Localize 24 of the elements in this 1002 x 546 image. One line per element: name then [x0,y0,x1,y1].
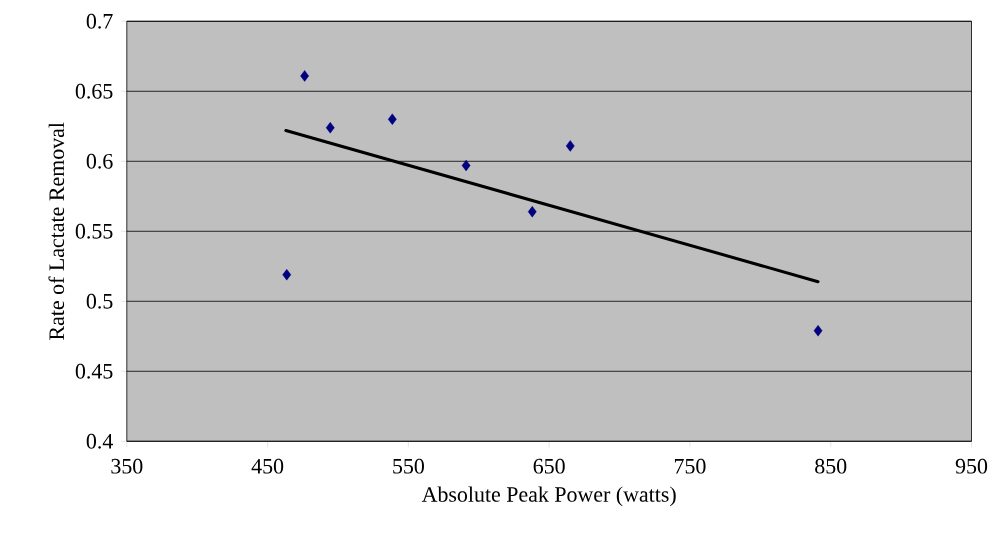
point [325,121,335,134]
y-tick-label: 0.6 [86,153,113,169]
y-tick-label: 0.5 [86,293,113,309]
x-tick-label: 350 [111,458,143,474]
point [388,113,397,125]
x-tick-label: 950 [955,458,988,474]
x-axis-title: Absolute Peak Power (watts) [421,486,676,507]
y-tick-label: 0.4 [86,433,113,449]
y-axis-title: Rate of Lactate Removal [48,122,65,340]
x-tick-label: 450 [251,458,284,474]
x-tick-label: 750 [674,458,706,474]
point [565,140,575,152]
y-tick-label: 0.55 [75,223,113,239]
x-tick-label: 550 [393,458,424,474]
point [527,205,537,218]
y-tick-label: 0.65 [75,83,113,99]
x-tick-label: 850 [815,458,847,474]
point [282,268,292,281]
point [813,324,823,337]
point [300,70,309,82]
y-tick-label: 0.7 [86,13,113,29]
point [461,159,471,172]
x-tick-label: 650 [533,458,565,474]
y-tick-label: 0.45 [75,363,113,379]
